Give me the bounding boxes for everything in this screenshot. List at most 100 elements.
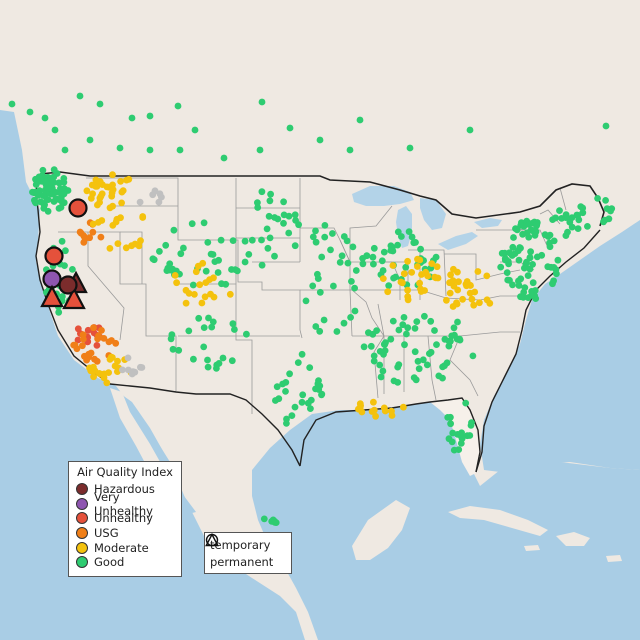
site-marker-good [401, 341, 408, 349]
aqi-legend: Air Quality Index Hazardous Very Unhealt… [68, 461, 182, 577]
site-marker-moderate [379, 275, 387, 282]
legend-item-usg: USG [69, 526, 181, 541]
site-marker-good [48, 184, 56, 192]
site-marker-usg [70, 341, 78, 349]
hispaniola [556, 532, 590, 546]
site-marker-moderate [388, 407, 395, 415]
site-marker-no-data [136, 198, 144, 206]
site-marker-moderate [389, 262, 397, 269]
site-marker-good [185, 327, 193, 335]
site-marker-good [413, 318, 421, 325]
legend-item-hazardous: Hazardous [69, 482, 181, 497]
site-marker-good [258, 236, 265, 244]
site-marker-good [69, 266, 76, 273]
yucatan [352, 500, 410, 560]
site-marker-moderate [103, 379, 111, 387]
site-marker-good [527, 248, 534, 256]
legend-label-temporary: temporary [210, 537, 271, 552]
site-marker-good [427, 348, 435, 356]
puerto-rico [606, 555, 622, 562]
legend-label-moderate: Moderate [94, 540, 149, 555]
site-marker-good [381, 347, 389, 354]
site-marker-good [556, 207, 563, 215]
site-marker-usg [86, 234, 93, 242]
site-marker-good [469, 352, 477, 360]
national-border [39, 171, 605, 227]
site-marker-moderate [453, 300, 461, 308]
site-marker-good [177, 250, 185, 258]
site-marker-moderate [384, 288, 392, 296]
site-marker-good [39, 192, 47, 200]
site-marker-good [432, 253, 440, 261]
site-marker-good [541, 231, 549, 239]
site-marker-good [411, 348, 419, 356]
site-marker-good [385, 282, 393, 289]
site-marker-good [602, 197, 609, 204]
legend-label-unhealthy: Unhealthy [94, 511, 153, 526]
site-marker-good [219, 354, 227, 362]
site-marker-good [264, 244, 272, 252]
site-marker-good [503, 269, 511, 276]
unhealthy-permanent-marker [40, 284, 64, 308]
legend-label-usg: USG [94, 526, 119, 541]
hazardous-temporary-marker [58, 275, 78, 295]
site-marker-good [8, 100, 16, 108]
site-marker-good [444, 414, 452, 421]
site-marker-good [312, 227, 319, 235]
site-marker-good [116, 144, 124, 152]
site-marker-moderate [131, 240, 139, 248]
site-marker-good [188, 220, 196, 228]
site-marker-good [41, 114, 49, 122]
site-marker-good [327, 246, 334, 254]
site-marker-good [340, 319, 348, 327]
site-marker-good [258, 98, 266, 106]
site-marker-moderate [114, 240, 122, 248]
site-marker-good [248, 236, 256, 244]
site-marker-moderate [118, 199, 125, 207]
site-marker-good [445, 337, 453, 345]
jamaica [524, 545, 540, 551]
site-marker-moderate [455, 278, 462, 286]
site-marker-good [517, 222, 525, 229]
site-marker-good [282, 388, 289, 395]
site-marker-good [44, 207, 52, 215]
site-marker-good [291, 403, 299, 411]
site-marker-good [521, 264, 528, 272]
site-marker-moderate [421, 287, 428, 294]
site-marker-good [55, 179, 63, 187]
site-marker-good [390, 377, 398, 385]
site-marker-good [318, 253, 326, 261]
site-marker-good [231, 326, 238, 333]
site-marker-moderate [106, 356, 114, 363]
good-swatch [76, 556, 88, 569]
site-marker-good [299, 391, 307, 399]
site-marker-good [96, 100, 104, 108]
usg-swatch [76, 527, 88, 540]
site-marker-moderate [459, 295, 466, 303]
site-marker-good [351, 284, 358, 292]
site-marker-good [243, 330, 250, 338]
site-marker-moderate [372, 412, 379, 420]
site-marker-good [309, 233, 317, 241]
site-marker-good [191, 126, 199, 134]
site-marker-good [168, 331, 176, 339]
site-marker-good [51, 126, 59, 134]
site-marker-good [515, 256, 523, 264]
site-marker-good [451, 331, 458, 339]
site-marker-moderate [182, 299, 190, 307]
site-marker-good [377, 373, 385, 381]
site-marker-good [266, 197, 274, 205]
site-marker-good [602, 122, 610, 130]
site-marker-good [55, 196, 63, 203]
site-marker-good [180, 244, 187, 252]
site-marker-good [58, 237, 66, 245]
site-marker-good [258, 261, 266, 269]
site-marker-good [411, 325, 419, 332]
site-marker-good [338, 252, 346, 260]
site-marker-good [241, 237, 249, 245]
site-marker-moderate [432, 274, 440, 282]
site-marker-good [509, 243, 517, 251]
site-marker-moderate [446, 289, 454, 297]
site-marker-no-data [158, 193, 165, 201]
